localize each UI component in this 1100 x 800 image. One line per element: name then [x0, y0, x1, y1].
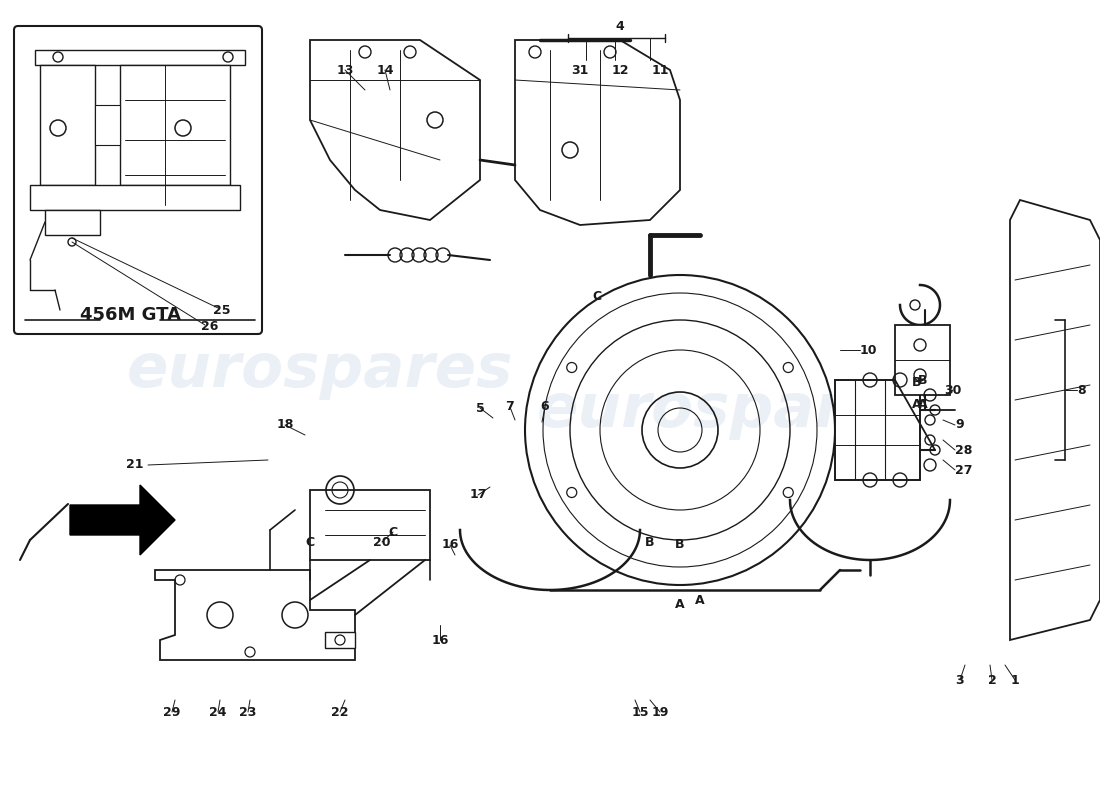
Text: 17: 17: [470, 489, 486, 502]
Text: eurospares: eurospares: [537, 381, 923, 439]
Text: 16: 16: [431, 634, 449, 646]
Text: 1: 1: [1011, 674, 1020, 686]
Text: 16: 16: [441, 538, 459, 551]
Text: 29: 29: [163, 706, 180, 718]
Text: 10: 10: [860, 343, 878, 357]
Text: A: A: [695, 594, 705, 606]
Text: 3: 3: [956, 674, 965, 686]
Polygon shape: [95, 105, 120, 145]
Text: C: C: [388, 526, 397, 538]
Polygon shape: [1010, 200, 1100, 640]
Text: 14: 14: [376, 63, 394, 77]
Text: 13: 13: [337, 63, 354, 77]
Text: 21: 21: [126, 458, 144, 471]
Text: 6: 6: [541, 401, 549, 414]
Text: A: A: [912, 398, 922, 411]
Polygon shape: [310, 40, 480, 220]
Text: eurospares: eurospares: [126, 341, 514, 399]
Polygon shape: [835, 380, 920, 480]
Text: 25: 25: [213, 303, 231, 317]
Text: 18: 18: [276, 418, 294, 431]
Text: 31: 31: [571, 63, 588, 77]
Polygon shape: [40, 65, 95, 185]
Text: 22: 22: [331, 706, 349, 718]
Text: 26: 26: [201, 321, 219, 334]
Polygon shape: [310, 490, 430, 560]
Text: 2: 2: [988, 674, 997, 686]
Polygon shape: [70, 485, 175, 555]
Text: C: C: [593, 290, 602, 303]
Text: 24: 24: [209, 706, 227, 718]
Text: 4: 4: [616, 21, 625, 34]
Text: 5: 5: [475, 402, 484, 414]
Text: A: A: [918, 398, 927, 411]
Text: A: A: [675, 598, 685, 611]
Text: 12: 12: [612, 63, 629, 77]
Text: B: B: [675, 538, 684, 551]
Text: 456M GTA: 456M GTA: [79, 306, 180, 324]
Polygon shape: [324, 632, 355, 648]
Text: B: B: [918, 374, 927, 386]
Polygon shape: [30, 185, 240, 210]
Text: 15: 15: [631, 706, 649, 718]
Text: 7: 7: [506, 401, 515, 414]
Polygon shape: [895, 325, 950, 395]
Text: B: B: [912, 375, 922, 389]
Text: C: C: [306, 535, 315, 549]
Text: 11: 11: [651, 63, 669, 77]
Text: 19: 19: [651, 706, 669, 718]
Polygon shape: [515, 40, 680, 225]
Text: 27: 27: [955, 463, 972, 477]
Text: 8: 8: [1077, 383, 1086, 397]
Polygon shape: [120, 65, 230, 185]
Text: 30: 30: [944, 383, 961, 397]
Text: B: B: [646, 535, 654, 549]
Text: 9: 9: [955, 418, 964, 431]
Polygon shape: [35, 50, 245, 65]
FancyBboxPatch shape: [14, 26, 262, 334]
Text: 23: 23: [240, 706, 256, 718]
Polygon shape: [155, 570, 355, 660]
Polygon shape: [45, 210, 100, 235]
Text: 28: 28: [955, 443, 972, 457]
Text: 20: 20: [373, 535, 390, 549]
